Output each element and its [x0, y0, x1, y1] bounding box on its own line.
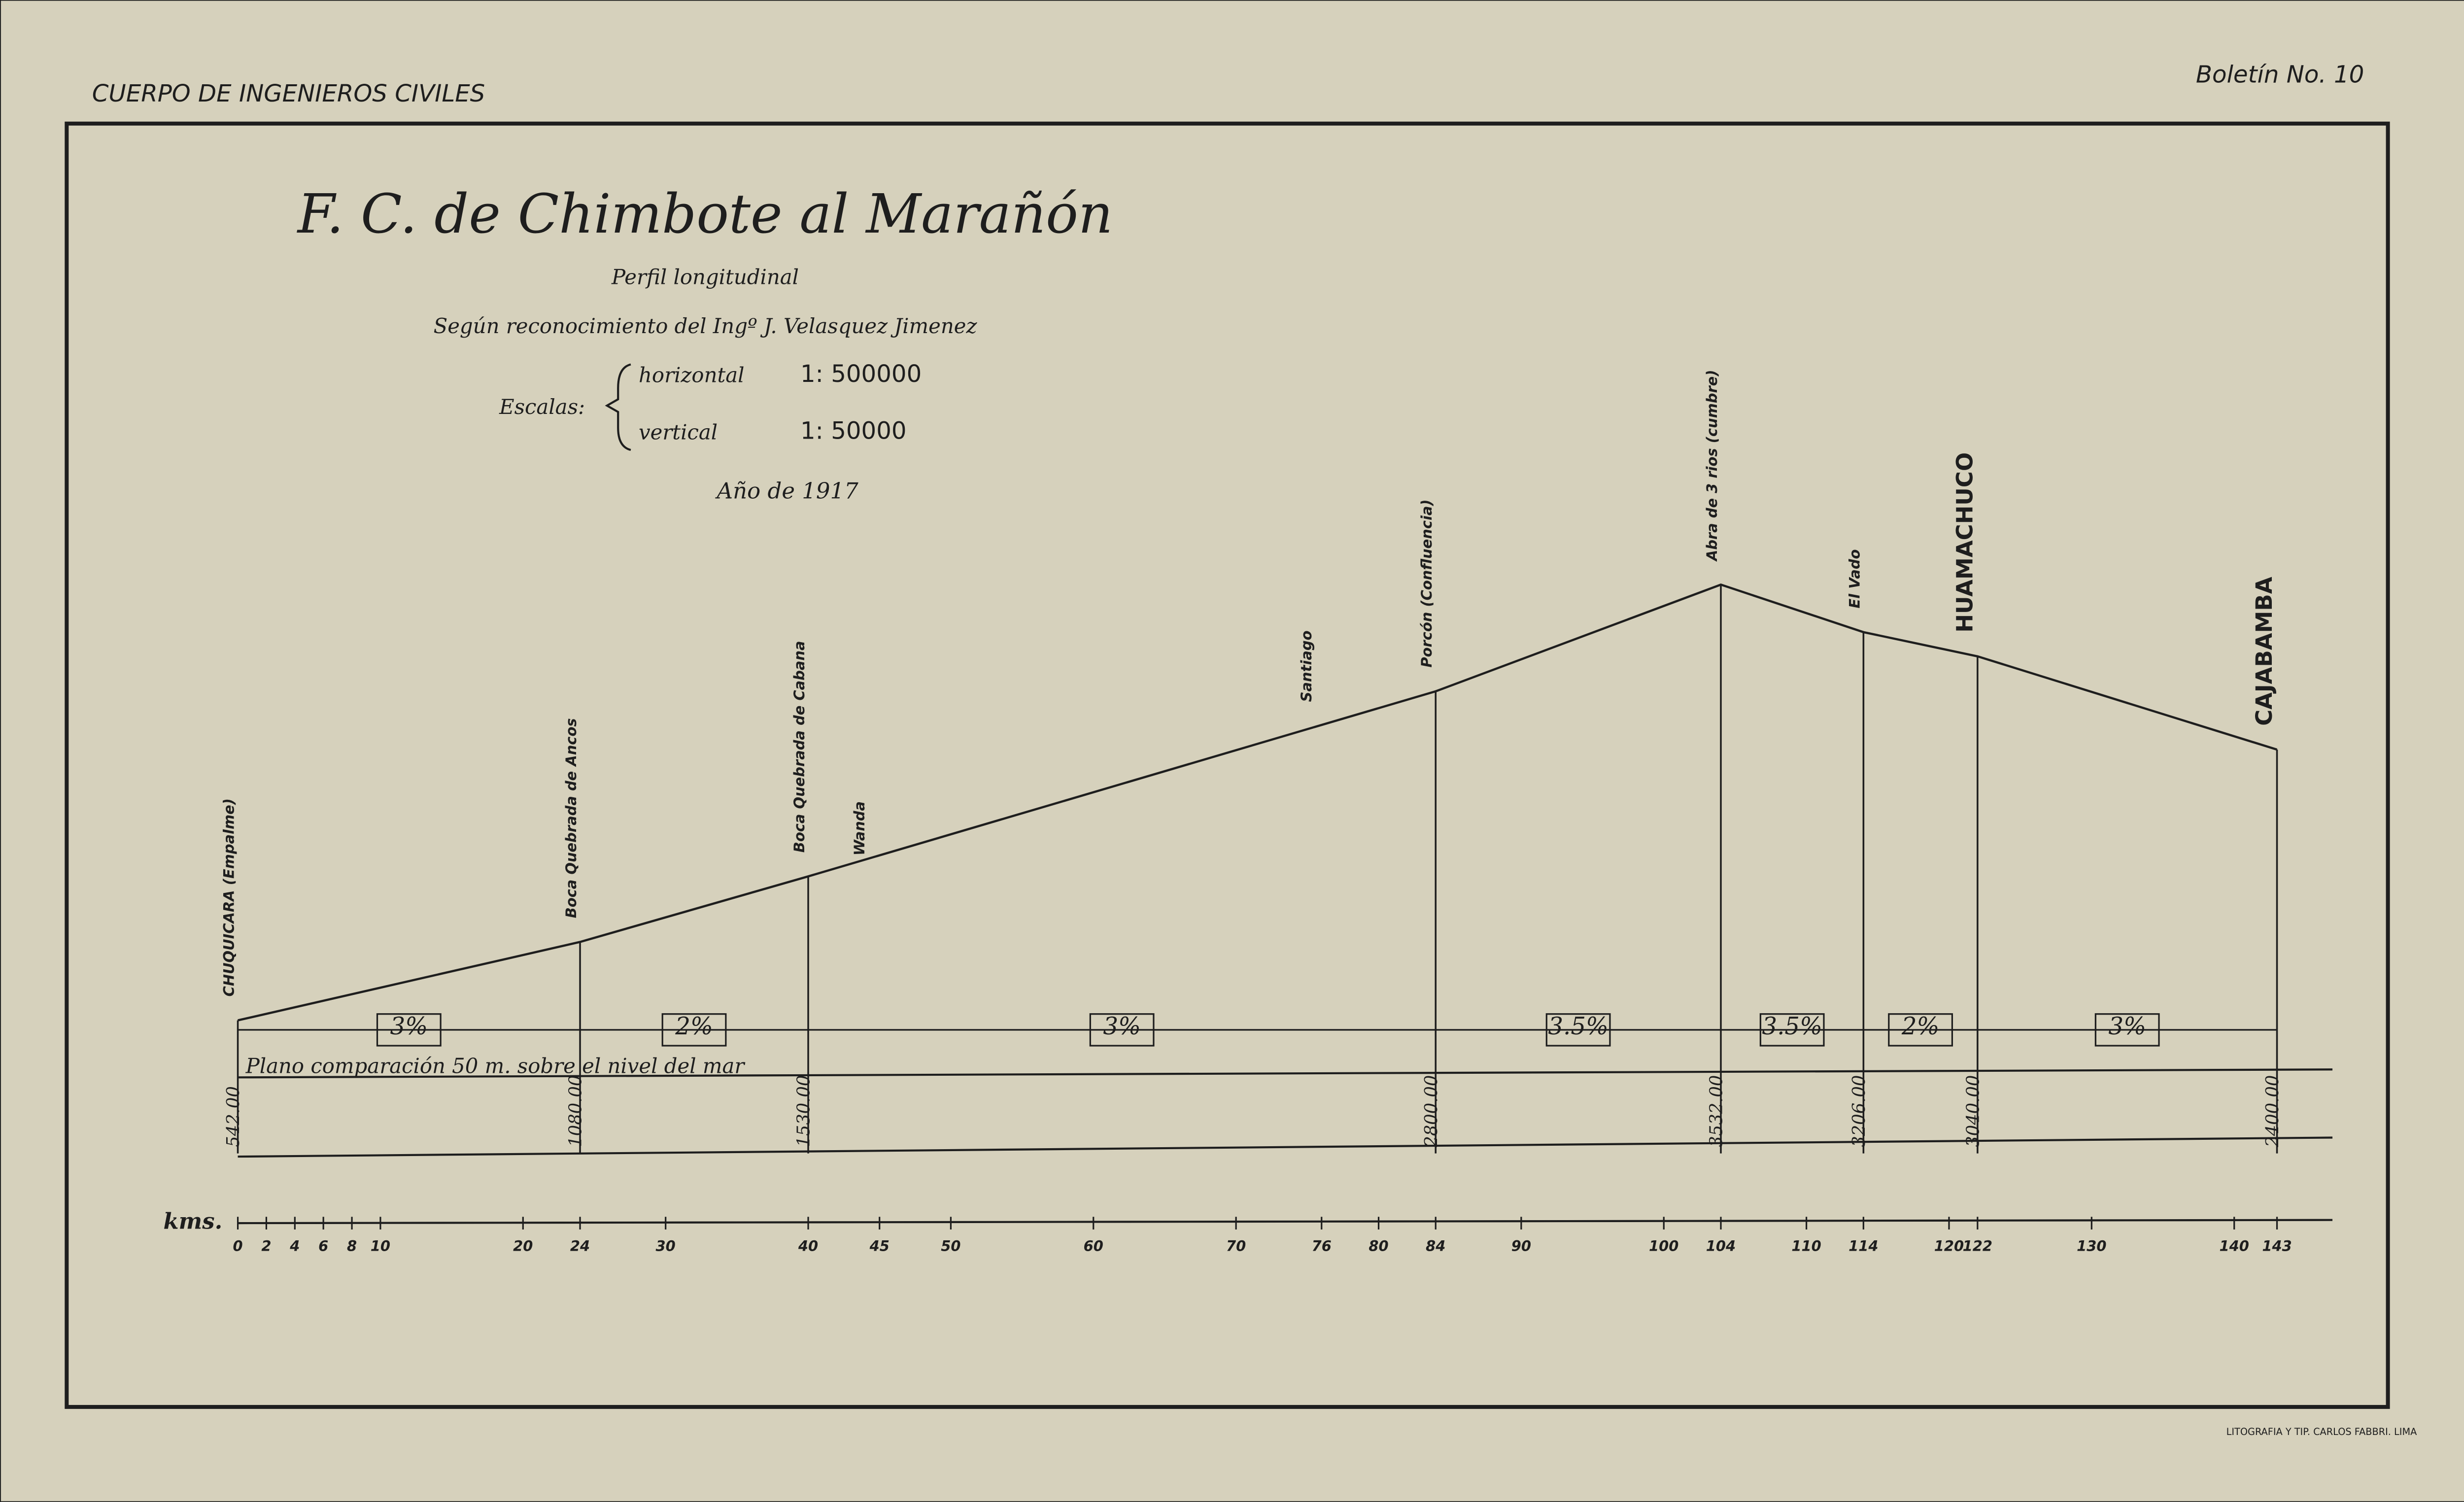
elevation-label: 542.00 [223, 1086, 243, 1147]
station-name: CAJABAMBA [2251, 577, 2277, 726]
x-tick-label: 45 [869, 1237, 890, 1254]
band-line [238, 1136, 2333, 1158]
x-axis [238, 1219, 2333, 1225]
elevation-label: 1530.00 [794, 1075, 814, 1147]
scale-vertical-ratio: 1: 50000 [800, 417, 907, 445]
scale-horizontal: horizontal [639, 363, 745, 387]
grade-label: 2% [675, 1013, 713, 1040]
header-right: Boletín No. 10 [2196, 61, 2364, 88]
scales-label: Escalas: [499, 395, 585, 419]
grade-label: 3.5% [1548, 1013, 1608, 1040]
scale-vertical: vertical [639, 420, 718, 444]
x-tick-label: 80 [1369, 1237, 1388, 1254]
minor-station: Santiago [1298, 631, 1315, 702]
x-tick-label: 70 [1226, 1237, 1246, 1254]
x-tick-label: 90 [1511, 1237, 1531, 1254]
x-tick-label: 24 [570, 1237, 590, 1254]
station-name: Abra de 3 rios (cumbre) [1704, 370, 1720, 562]
elevation-label: 3040.00 [1963, 1075, 1983, 1147]
x-tick-label: 50 [941, 1237, 960, 1254]
scale-horizontal-ratio: 1: 500000 [800, 360, 922, 388]
station-name: Boca Quebrada de Ancos [563, 718, 580, 918]
elevation-label: 3532.00 [1707, 1075, 1727, 1147]
x-tick-label: 100 [1649, 1237, 1678, 1254]
minor-station: Wanda [851, 801, 868, 855]
grade-label: 3% [390, 1013, 428, 1040]
elevation-label: 3206.00 [1849, 1075, 1869, 1147]
x-tick-label: 40 [798, 1237, 818, 1254]
brace [605, 363, 631, 451]
profile-line [238, 583, 2278, 1022]
x-tick-label: 10 [371, 1237, 390, 1254]
x-tick-label: 120 [1934, 1237, 1964, 1254]
x-tick-label: 4 [289, 1237, 300, 1254]
x-tick-label: 20 [513, 1237, 533, 1254]
elevation-label: 1080.00 [566, 1075, 586, 1147]
elevation-label: 2800.00 [1421, 1075, 1441, 1148]
author: Según reconocimiento del Ingº J. Velasqu… [434, 314, 978, 338]
x-tick-label: 8 [347, 1237, 357, 1254]
station-name: HUAMACHUCO [1951, 452, 1978, 633]
x-tick-label: 122 [1963, 1237, 1992, 1254]
x-tick-label: 2 [261, 1237, 271, 1254]
x-tick-label: 130 [2077, 1237, 2106, 1254]
header-left: CUERPO DE INGENIEROS CIVILES [92, 80, 485, 107]
grade-gap [376, 1013, 442, 1047]
x-tick-label: 104 [1706, 1237, 1736, 1254]
grade-label: 3% [2108, 1013, 2146, 1040]
footer: LITOGRAFIA Y TIP. CARLOS FABBRI. LIMA [2226, 1426, 2417, 1437]
x-tick-label: 143 [2262, 1237, 2292, 1254]
elevation-label: 2400.00 [2262, 1075, 2283, 1148]
grade-label: 2% [1901, 1013, 1940, 1040]
x-tick-label: 84 [1426, 1237, 1445, 1254]
subtitle: Perfil longitudinal [611, 265, 799, 289]
x-tick-label: 30 [656, 1237, 676, 1254]
x-tick-label: 6 [318, 1237, 328, 1254]
grade-gap [661, 1013, 727, 1047]
station-name: Porcón (Confluencia) [1418, 499, 1435, 667]
grade-label: 3% [1103, 1013, 1141, 1040]
grade-gap [1759, 1013, 1825, 1047]
x-tick-label: 0 [233, 1237, 243, 1254]
chart-title: F. C. de Chimbote al Marañón [297, 183, 1113, 245]
year: Año de 1917 [715, 478, 859, 504]
frame [65, 121, 2390, 1409]
datum-label: Plano comparación 50 m. sobre el nivel d… [245, 1054, 746, 1078]
grade-gap [2094, 1013, 2160, 1047]
x-axis-label: kms. [163, 1208, 222, 1234]
x-tick-label: 60 [1084, 1237, 1103, 1254]
grade-label: 3.5% [1762, 1013, 1822, 1040]
x-tick-label: 114 [1848, 1237, 1878, 1254]
station-name: CHUQUICARA (Empalme) [220, 798, 237, 996]
grade-gap [1888, 1013, 1953, 1047]
datum-line [238, 1068, 2333, 1079]
x-tick-label: 76 [1312, 1237, 1332, 1254]
grade-gap [1089, 1013, 1155, 1047]
grade-gap [1545, 1013, 1611, 1047]
station-name: El Vado [1846, 549, 1863, 609]
station-name: Boca Quebrada de Cabana [791, 641, 808, 853]
x-tick-label: 110 [1791, 1237, 1821, 1254]
x-tick-label: 140 [2220, 1237, 2249, 1254]
